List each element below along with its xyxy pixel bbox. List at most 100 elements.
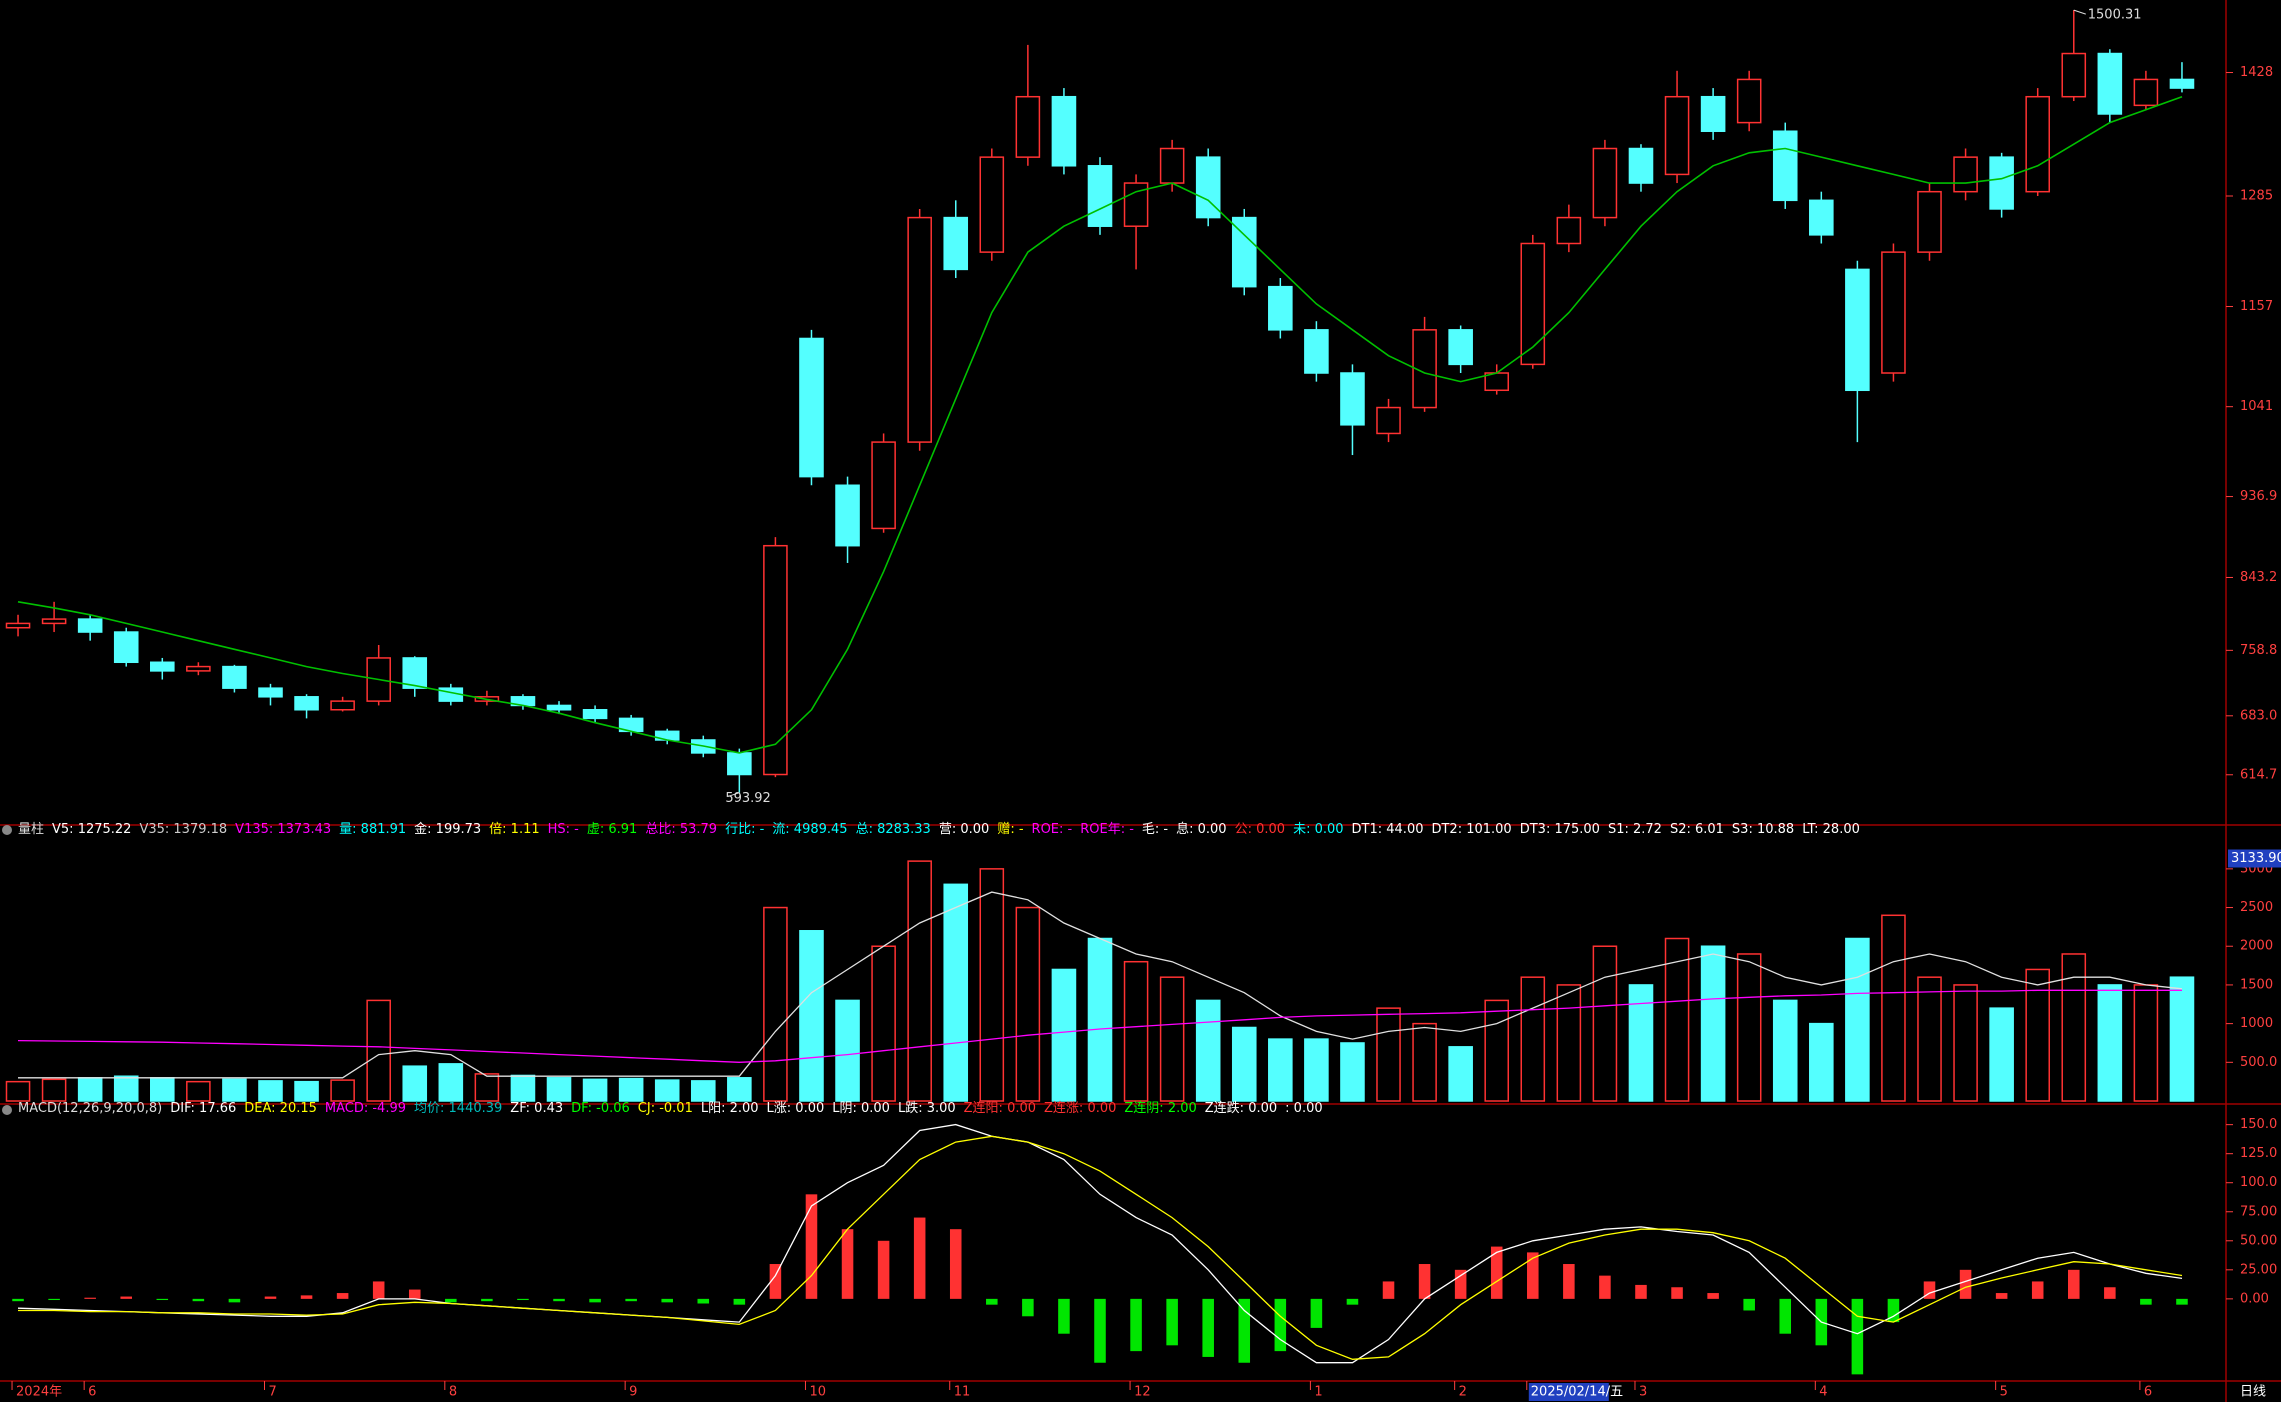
macd-bar: [1779, 1298, 1792, 1334]
volume-bar: [402, 1065, 428, 1102]
macd-bar: [625, 1298, 637, 1302]
x-tick-label: 11: [954, 1385, 971, 1400]
candle-body: [1809, 199, 1834, 236]
y-tick-label: 100.0: [2240, 1175, 2277, 1190]
y-tick-label: 758.8: [2240, 643, 2277, 658]
volume-bar: [1917, 976, 1942, 1102]
candle-body: [835, 484, 860, 547]
y-tick-label: 936.9: [2240, 489, 2277, 504]
x-tick-label: 7: [268, 1385, 276, 1400]
volume-bar: [1989, 1007, 2014, 1102]
header-field: DT3: 175.00: [1520, 822, 1600, 837]
y-tick-label: 25.00: [2240, 1262, 2277, 1277]
volume-bar: [943, 883, 969, 1102]
volume-bar: [763, 906, 788, 1102]
candle-body: [2097, 52, 2123, 115]
candle-body: [1556, 216, 1582, 245]
macd-bar: [1563, 1264, 1575, 1299]
volume-bar: [1845, 937, 1870, 1102]
volume-bar: [438, 1063, 464, 1102]
x-tick-label: 2: [1459, 1385, 1467, 1400]
x-tick-label: 4: [1819, 1385, 1827, 1400]
macd-bar: [1418, 1264, 1431, 1299]
candle-body: [1953, 156, 1978, 193]
x-tick-label: 10: [809, 1385, 826, 1400]
candle-body: [2061, 52, 2087, 98]
candle-body: [2169, 78, 2195, 89]
volume-bar: [907, 860, 932, 1102]
volume-bar: [258, 1080, 283, 1102]
header-field: : 0.00: [1285, 1101, 1322, 1116]
y-tick-label: 1285: [2240, 189, 2273, 204]
y-tick-label: 843.2: [2240, 570, 2277, 585]
volume-bar: [2025, 968, 2050, 1102]
volume-bar: [1772, 999, 1798, 1102]
volume-bar: [474, 1073, 500, 1102]
volume-bar: [1051, 968, 1077, 1102]
macd-bar: [1851, 1298, 1864, 1375]
volume-bar: [1809, 1022, 1834, 1102]
volume-bar: [1484, 999, 1510, 1102]
header-field: 量柱: [18, 822, 44, 837]
candle-body: [1448, 329, 1473, 366]
header-field: 倍: 1.11: [489, 822, 539, 837]
macd-bar: [2104, 1287, 2116, 1299]
volume-bar: [799, 930, 824, 1102]
candle-body: [113, 631, 139, 664]
volume-bar: [1159, 976, 1185, 1102]
header-field: 虚: 6.91: [587, 822, 637, 837]
x-tick-label: 1: [1314, 1385, 1322, 1400]
macd-bar: [1274, 1298, 1287, 1352]
max-label: 1500.31: [2088, 8, 2142, 23]
macd-bar: [481, 1298, 493, 1302]
header-field: LT: 28.00: [1802, 822, 1860, 837]
macd-bar: [1130, 1298, 1142, 1352]
volume-bar: [727, 1077, 752, 1102]
macd-bar: [1490, 1246, 1503, 1299]
candle-body: [1231, 216, 1257, 288]
volume-bar: [871, 945, 896, 1102]
macd-bar: [1635, 1284, 1647, 1299]
volume-bar: [1231, 1026, 1257, 1102]
macd-bar: [1995, 1293, 2008, 1299]
volume-bar: [510, 1074, 536, 1102]
header-field: 量: 881.91: [339, 822, 406, 837]
candle-body: [1700, 95, 1726, 132]
macd-bar: [228, 1298, 241, 1303]
y-tick-label: 500.0: [2240, 1055, 2277, 1070]
header-field: L阳: 2.00: [701, 1101, 759, 1116]
volume-bar: [1195, 999, 1221, 1102]
macd-bar: [1743, 1298, 1755, 1311]
y-tick-label: 1500: [2240, 977, 2273, 992]
macd-bar: [661, 1298, 673, 1303]
header-field: MACD: -4.99: [325, 1101, 406, 1116]
y-tick-label: 0.00: [2240, 1291, 2269, 1306]
candle-body: [1917, 190, 1942, 253]
header-field: 息: 0.00: [1176, 821, 1226, 837]
candle-body: [799, 337, 824, 478]
macd-bar: [986, 1298, 998, 1305]
header-field: Z连跌: 0.00: [1205, 1100, 1277, 1116]
max-pointer: [2073, 9, 2086, 15]
header-field: ROE: -: [1032, 822, 1073, 837]
volume-bar: [1520, 976, 1546, 1102]
y-tick-label: 683.0: [2240, 708, 2277, 723]
volume-bar: [654, 1079, 680, 1102]
header-field: V35: 1379.18: [139, 822, 227, 837]
x-tick-label: 2024年: [16, 1385, 62, 1400]
volume-bar: [2061, 953, 2087, 1102]
header-field: 行比: -: [725, 822, 765, 837]
candle-body: [1015, 95, 1041, 158]
header-field: 未: 0.00: [1293, 822, 1343, 837]
macd-bar: [589, 1298, 601, 1303]
header-field: DIF: 17.66: [170, 1101, 236, 1116]
macd-bar: [1058, 1298, 1070, 1334]
volume-bar: [1664, 937, 1690, 1102]
candle-body: [871, 441, 896, 530]
candle-body: [186, 665, 211, 672]
macd-bar: [48, 1298, 60, 1301]
header-field: 毛: -: [1142, 822, 1169, 837]
indicator-line: [18, 1135, 2183, 1360]
volume-bar: [1556, 984, 1582, 1102]
